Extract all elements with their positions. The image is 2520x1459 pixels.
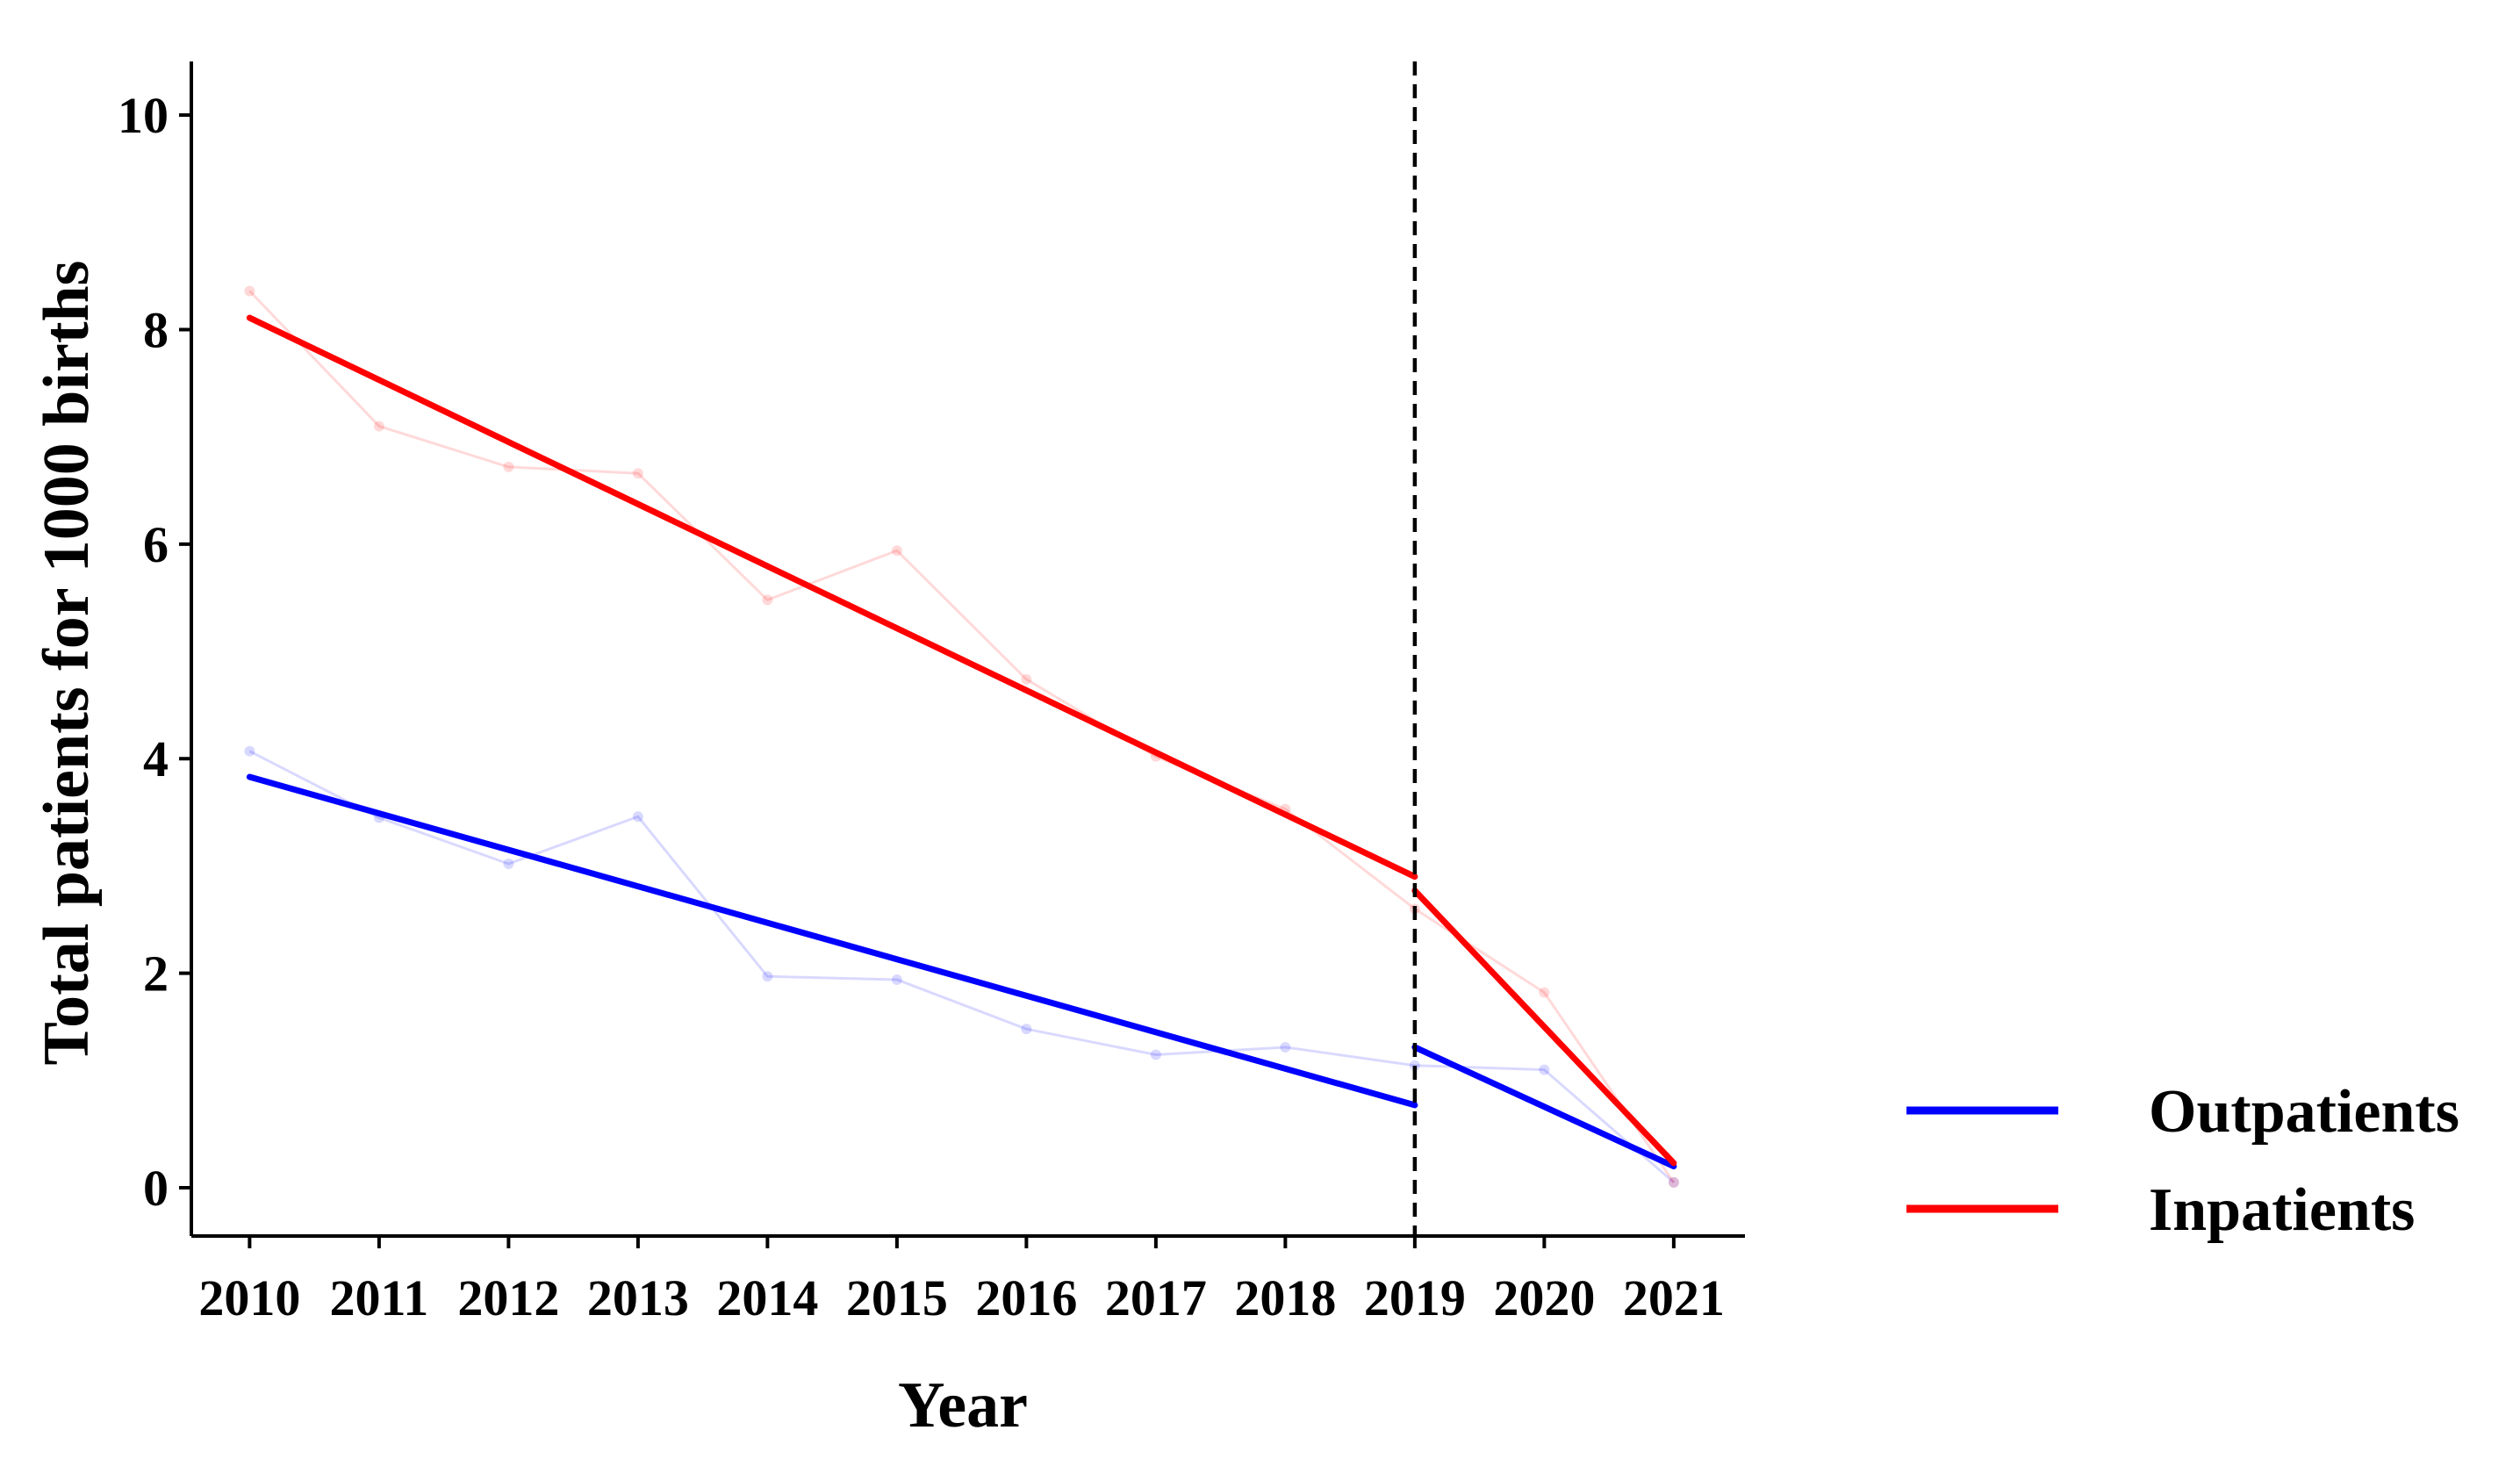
y-tick-label: 8	[143, 301, 169, 358]
outpatients-observed-point	[1150, 1049, 1161, 1060]
outpatients-observed-point	[762, 971, 773, 982]
x-tick-label: 2020	[1493, 1269, 1595, 1326]
outpatients-observed-point	[1539, 1064, 1550, 1075]
inpatients-observed-point	[762, 594, 773, 606]
outpatients-observed-point	[1409, 1060, 1420, 1071]
outpatients-trend-segment-1	[246, 773, 1418, 1109]
legend-label-inpatients: Inpatients	[2149, 1176, 2415, 1244]
x-tick-label: 2010	[198, 1269, 300, 1326]
y-axis-title: Total patients for 1000 births	[31, 261, 103, 1066]
y-tick-label: 6	[143, 516, 169, 573]
outpatients-observed-point	[1668, 1176, 1679, 1188]
y-tick-label: 0	[143, 1160, 169, 1217]
x-ticks: 2010 2011 2012 2013 2014 2015 2016 2017 2018 2019…	[198, 1236, 1725, 1326]
inpatients-observed-point	[632, 468, 643, 479]
outpatients-observed-point	[891, 974, 902, 985]
inpatients-observed-point	[1668, 1176, 1679, 1188]
observed-series-layer	[244, 285, 1679, 1188]
trend-lines-layer	[246, 314, 1677, 1170]
inpatients-trend-segment-2	[1411, 888, 1677, 1167]
legend-label-outpatients: Outpatients	[2149, 1078, 2459, 1146]
x-tick-label: 2021	[1623, 1269, 1725, 1326]
outpatients-observed-point	[1280, 1041, 1291, 1053]
axes-layer	[190, 61, 1745, 1238]
y-ticks: 0 2 4 6 8 10	[118, 87, 191, 1217]
x-tick-label: 2017	[1105, 1269, 1207, 1326]
inpatients-observed-point	[373, 420, 384, 432]
outpatients-observed-point	[632, 811, 643, 823]
x-tick-label: 2012	[457, 1269, 559, 1326]
x-axis-title: Year	[898, 1369, 1028, 1441]
y-tick-label: 2	[143, 945, 169, 1003]
inpatients-observed-point	[503, 461, 514, 472]
outpatients-trend-segment-2	[1411, 1044, 1677, 1170]
x-tick-label: 2016	[975, 1269, 1077, 1326]
outpatients-observed-line	[248, 750, 1675, 1184]
inpatients-trend-segment-1	[246, 314, 1418, 880]
inpatients-observed-point	[1539, 987, 1550, 998]
outpatients-observed-point	[503, 858, 514, 869]
x-tick-label: 2019	[1364, 1269, 1466, 1326]
x-tick-label: 2018	[1234, 1269, 1336, 1326]
x-tick-label: 2011	[329, 1269, 428, 1326]
x-tick-label: 2013	[587, 1269, 689, 1326]
y-tick-label: 10	[118, 87, 169, 144]
legend: Outpatients Inpatients	[1906, 1078, 2459, 1244]
inpatients-observed-point	[244, 285, 255, 297]
inpatients-observed-point	[1021, 673, 1032, 685]
x-tick-label: 2015	[846, 1269, 948, 1326]
inpatients-observed-line	[248, 290, 1676, 1183]
y-tick-label: 4	[143, 730, 169, 787]
outpatients-observed-point	[244, 745, 255, 757]
outpatients-observed-point	[1021, 1024, 1032, 1035]
x-tick-label: 2014	[716, 1269, 818, 1326]
inpatients-observed-point	[891, 545, 902, 557]
